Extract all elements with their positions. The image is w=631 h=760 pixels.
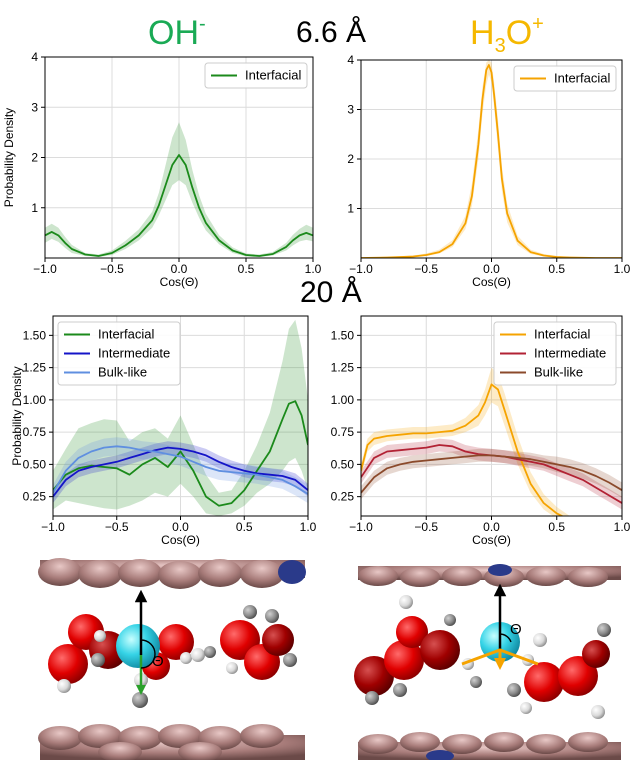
y-tick-label: 2 — [347, 152, 354, 166]
x-tick-label: −1.0 — [349, 262, 373, 276]
legend-box — [57, 321, 181, 386]
y-tick-label: 1 — [347, 202, 354, 216]
x-tick-label: 0.0 — [483, 262, 500, 276]
x-tick-label: 1.0 — [614, 520, 631, 534]
y-tick-label: 2 — [31, 151, 38, 165]
y-tick-label: 0.75 — [331, 425, 355, 439]
legend: Interfacial — [513, 65, 617, 92]
y-tick-label: 1.25 — [23, 361, 47, 375]
y-tick-label: 3 — [31, 100, 38, 114]
series-band-intermediate — [53, 441, 308, 504]
x-tick-label: 1.0 — [614, 262, 631, 276]
x-tick-label: 0.0 — [483, 520, 500, 534]
legend: Interfacial Intermediate Bulk-like — [57, 321, 181, 386]
y-tick-label: 0.75 — [23, 425, 47, 439]
y-tick-label: 4 — [31, 50, 38, 64]
series-line-bulk-like — [361, 454, 622, 494]
legend-entry: Interfacial — [98, 327, 154, 342]
legend-entry: Bulk-like — [534, 365, 583, 380]
water-molecules-left — [48, 605, 297, 708]
legend-entry: Intermediate — [98, 346, 170, 361]
x-tick-label: −1.0 — [349, 520, 373, 534]
x-tick-label: 1.0 — [300, 520, 317, 534]
h3o-title: H3O+ — [470, 13, 544, 57]
x-axis-label: Cos(Θ) — [472, 533, 511, 547]
y-tick-label: 1 — [31, 201, 38, 215]
x-tick-label: 1.0 — [305, 262, 322, 276]
electrode-slab-bottom-right — [358, 732, 621, 760]
x-tick-label: 0.5 — [236, 520, 253, 534]
distance-label-top: 6.6 Å — [296, 16, 366, 49]
oh-title: OH- — [148, 13, 206, 52]
x-tick-label: −0.5 — [100, 262, 124, 276]
legend-box — [513, 65, 617, 92]
distance-label-mid: 20 Å — [300, 276, 362, 309]
y-tick-label: 0.50 — [331, 457, 355, 471]
x-tick-label: −1.0 — [33, 262, 57, 276]
y-tick-label: 0.25 — [331, 490, 355, 504]
water-molecules-right — [354, 595, 611, 719]
oh-snapshot: Θ — [38, 558, 306, 760]
series-line-interfacial — [45, 154, 313, 257]
theta-label-right: Θ — [510, 621, 522, 638]
y-tick-label: 1.25 — [331, 361, 355, 375]
x-axis-label: Cos(Θ) — [161, 533, 200, 547]
y-axis-label: Probability Density — [10, 366, 24, 465]
y-tick-label: 0.50 — [23, 457, 47, 471]
y-tick-label: 0.25 — [23, 490, 47, 504]
legend-entry: Interfacial — [554, 71, 610, 86]
series-band-bulk-like — [53, 437, 308, 504]
legend: Interfacial Intermediate Bulk-like — [493, 321, 617, 386]
legend-entry: Intermediate — [534, 346, 606, 361]
legend-box — [493, 321, 617, 386]
x-axis-label: Cos(Θ) — [472, 275, 511, 289]
series-band-interfacial — [45, 122, 313, 257]
x-tick-label: 0.0 — [172, 520, 189, 534]
series-line-interfacial — [361, 64, 622, 258]
y-tick-label: 1.50 — [331, 328, 355, 342]
electrode-slab-top-right — [358, 564, 621, 587]
theta-arc-left — [140, 639, 156, 669]
x-tick-label: −0.5 — [414, 520, 438, 534]
series-band-interfacial — [53, 319, 308, 516]
series-line-interfacial — [53, 400, 308, 507]
x-tick-label: 0.0 — [171, 262, 188, 276]
electrode-slab-bottom-left — [38, 724, 305, 760]
hydronium-ion — [462, 622, 534, 670]
series-band-bulk-like — [361, 448, 622, 500]
y-tick-label: 4 — [347, 53, 354, 67]
chart-h3o-6-6: −1.0 −0.5 0.0 0.5 1.0 1 2 3 4 Cos(Θ) Interfacial — [347, 53, 630, 289]
x-tick-label: −0.5 — [105, 520, 129, 534]
x-tick-label: 0.5 — [548, 262, 565, 276]
y-tick-label: 3 — [347, 103, 354, 117]
x-axis-label: Cos(Θ) — [160, 275, 199, 289]
series-line-bulk-like — [53, 445, 308, 495]
legend-entry: Interfacial — [245, 68, 301, 83]
legend-box — [204, 62, 308, 89]
x-tick-label: 0.5 — [548, 520, 565, 534]
y-tick-label: 1.50 — [23, 328, 47, 342]
chart-oh-6-6: −1.0 −0.5 0.0 0.5 1.0 1 2 3 4 Cos(Θ) Probability D… — [2, 50, 322, 289]
legend: Interfacial — [204, 62, 308, 89]
y-tick-label: 1.00 — [331, 393, 355, 407]
h3o-snapshot: Θ — [354, 564, 621, 760]
chart-oh-20: −1.0 −0.5 0.0 0.5 1.0 0.25 0.50 0.75 1.00 1.25 1.5… — [10, 315, 317, 547]
y-tick-label: 1.00 — [23, 393, 47, 407]
series-line-intermediate — [53, 446, 308, 498]
chart-h3o-20: −1.0 −0.5 0.0 0.5 1.0 0.25 0.50 0.75 1.00 1.25 1.5… — [331, 315, 631, 547]
legend-entry: Interfacial — [534, 327, 590, 342]
series-line-interfacial — [361, 383, 565, 516]
theta-label-left: Θ — [152, 653, 164, 670]
y-axis-label: Probability Density — [2, 108, 16, 207]
x-tick-label: −0.5 — [414, 262, 438, 276]
legend-entry: Bulk-like — [98, 365, 147, 380]
x-tick-label: 0.5 — [238, 262, 255, 276]
x-tick-label: −1.0 — [41, 520, 65, 534]
theta-arc-right — [499, 633, 512, 643]
electrode-slab-top-left — [38, 558, 306, 589]
series-band-interfacial — [361, 367, 570, 516]
